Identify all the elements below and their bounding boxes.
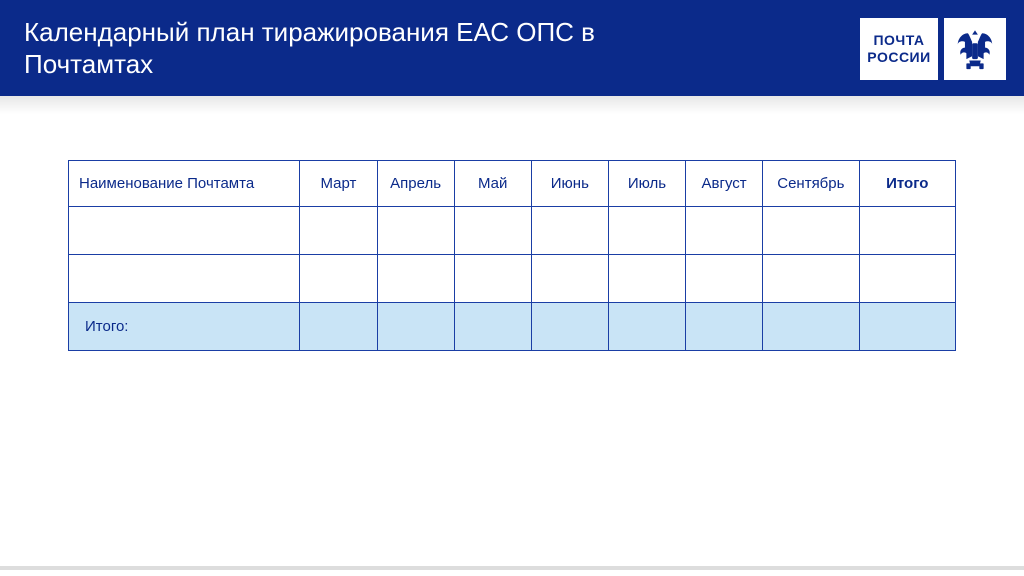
header-bar: Календарный план тиражирования ЕАС ОПС в… <box>0 0 1024 96</box>
cell <box>531 207 608 255</box>
cell <box>300 255 377 303</box>
col-header-august: Август <box>686 161 763 207</box>
cell <box>377 255 454 303</box>
table-total-row: Итого: <box>69 303 956 351</box>
cell <box>608 255 685 303</box>
calendar-plan-table: Наименование Почтамта Март Апрель Май Ию… <box>68 160 956 351</box>
table-row <box>69 255 956 303</box>
logo-text: ПОЧТА РОССИИ <box>860 18 938 80</box>
col-header-july: Июль <box>608 161 685 207</box>
page-title: Календарный план тиражирования ЕАС ОПС в… <box>24 16 664 81</box>
total-cell <box>300 303 377 351</box>
footer-divider <box>0 566 1024 570</box>
header-shadow <box>0 96 1024 114</box>
total-label: Итого: <box>69 303 300 351</box>
col-header-june: Июнь <box>531 161 608 207</box>
cell <box>859 255 955 303</box>
cell <box>763 207 859 255</box>
cell <box>608 207 685 255</box>
logo: ПОЧТА РОССИИ <box>860 18 1006 80</box>
cell <box>686 255 763 303</box>
double-eagle-icon <box>952 26 998 72</box>
cell <box>300 207 377 255</box>
logo-emblem <box>944 18 1006 80</box>
cell <box>377 207 454 255</box>
table-container: Наименование Почтамта Март Апрель Май Ию… <box>0 114 1024 351</box>
total-cell <box>763 303 859 351</box>
cell <box>69 255 300 303</box>
total-cell <box>686 303 763 351</box>
cell <box>531 255 608 303</box>
total-cell <box>531 303 608 351</box>
col-header-may: Май <box>454 161 531 207</box>
table-row <box>69 207 956 255</box>
total-cell <box>859 303 955 351</box>
cell <box>859 207 955 255</box>
cell <box>69 207 300 255</box>
total-cell <box>377 303 454 351</box>
col-header-name: Наименование Почтамта <box>69 161 300 207</box>
cell <box>686 207 763 255</box>
total-cell <box>454 303 531 351</box>
total-cell <box>608 303 685 351</box>
cell <box>454 255 531 303</box>
cell <box>763 255 859 303</box>
slide: Календарный план тиражирования ЕАС ОПС в… <box>0 0 1024 576</box>
col-header-september: Сентябрь <box>763 161 859 207</box>
col-header-march: Март <box>300 161 377 207</box>
col-header-total: Итого <box>859 161 955 207</box>
logo-line-2: РОССИИ <box>867 49 930 67</box>
cell <box>454 207 531 255</box>
logo-line-1: ПОЧТА <box>873 32 924 50</box>
table-header-row: Наименование Почтамта Март Апрель Май Ию… <box>69 161 956 207</box>
col-header-april: Апрель <box>377 161 454 207</box>
